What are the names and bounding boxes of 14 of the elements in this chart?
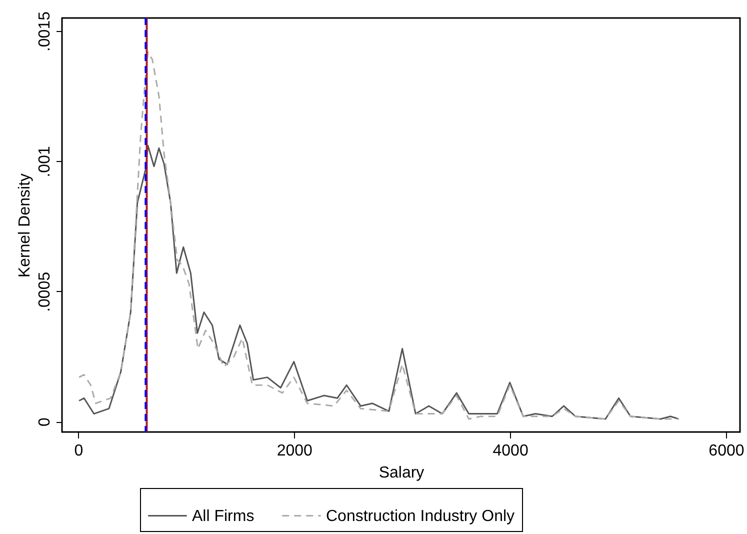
y-tick-label: 0 bbox=[36, 418, 54, 427]
line-series bbox=[78, 144, 680, 420]
x-tick-label: 2000 bbox=[276, 442, 313, 460]
y-tick-label: .0005 bbox=[36, 272, 54, 312]
x-tick-label: 0 bbox=[74, 442, 84, 460]
line-series bbox=[78, 51, 680, 420]
legend-label: All Firms bbox=[192, 508, 254, 525]
legend-label: Construction Industry Only bbox=[326, 508, 515, 525]
y-tick-label: .0015 bbox=[36, 11, 54, 52]
x-axis-title: Salary bbox=[378, 464, 424, 482]
x-tick-label: 6000 bbox=[708, 442, 744, 460]
x-tick-label: 4000 bbox=[492, 442, 528, 460]
y-tick-label: .001 bbox=[36, 146, 54, 178]
y-axis-title: Kernel Density bbox=[16, 173, 34, 278]
